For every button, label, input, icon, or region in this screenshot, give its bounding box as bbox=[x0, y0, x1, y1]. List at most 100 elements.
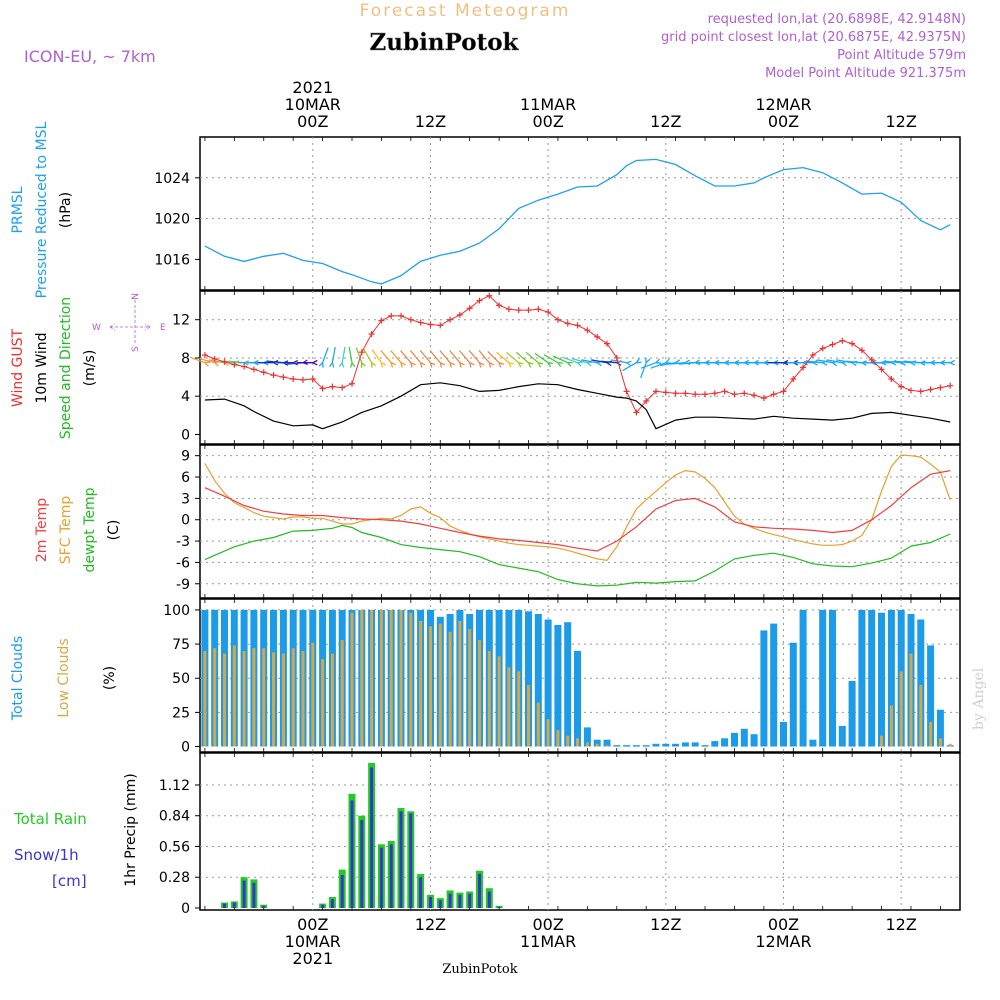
gust-marker bbox=[594, 333, 601, 340]
wind-panel: 0 4 8 12 Wind GUST 10m Wind Speed and Directi… bbox=[10, 290, 961, 445]
total-cloud-bar bbox=[672, 743, 680, 747]
low-cloud-bar bbox=[438, 623, 442, 747]
gust-marker bbox=[201, 352, 208, 359]
total-cloud-bar bbox=[583, 727, 591, 747]
wind-direction-arrow bbox=[338, 346, 346, 368]
panel-label: SFC Temp bbox=[58, 496, 74, 565]
low-cloud-bar bbox=[232, 645, 236, 747]
model-label: ICON-EU, ~ 7km bbox=[24, 47, 156, 66]
snow-bar bbox=[448, 893, 452, 908]
y-tick-label: 0 bbox=[181, 513, 190, 529]
snow-bar bbox=[252, 882, 256, 908]
total-cloud-bar bbox=[838, 726, 846, 747]
compass-south: S bbox=[131, 346, 141, 352]
low-cloud-bar bbox=[360, 609, 364, 747]
wind-10m-line bbox=[204, 382, 951, 430]
gust-marker bbox=[339, 384, 346, 391]
total-cloud-bar bbox=[525, 611, 532, 747]
wind-direction-arrow bbox=[189, 356, 210, 367]
total-cloud-bar bbox=[887, 609, 895, 747]
time-label-bottom: 12MAR bbox=[755, 932, 811, 951]
gust-marker bbox=[937, 384, 944, 391]
snow-bar bbox=[478, 873, 481, 908]
total-cloud-bar bbox=[711, 741, 719, 747]
total-cloud-bar bbox=[574, 650, 581, 747]
temperature-panel: -9 -6 -3 0 3 6 9 2m Temp SFC Temp dewpt Temp (C) bbox=[34, 444, 961, 599]
snow-bar bbox=[370, 767, 374, 908]
requested-point: requested lon,lat (20.6898E, 42.9148N) bbox=[708, 12, 966, 27]
y-tick-label: 0.84 bbox=[159, 809, 190, 825]
gust-marker bbox=[407, 316, 414, 323]
wind-direction-arrow bbox=[400, 350, 416, 368]
gust-marker bbox=[388, 312, 395, 319]
low-cloud-bar bbox=[350, 612, 354, 747]
gust-marker bbox=[702, 391, 709, 398]
gust-marker bbox=[947, 382, 954, 389]
panel-label: Total Clouds bbox=[10, 636, 26, 721]
wind-direction-arrow bbox=[371, 349, 387, 368]
gust-marker bbox=[515, 307, 522, 314]
snow-bar bbox=[429, 897, 432, 908]
wind-direction-arrow bbox=[355, 347, 366, 368]
total-cloud-bar bbox=[936, 709, 944, 747]
gust-marker bbox=[711, 390, 718, 397]
gust-marker bbox=[427, 321, 434, 328]
gust-marker bbox=[623, 388, 630, 395]
total-cloud-bar bbox=[554, 625, 562, 747]
snow-bar bbox=[321, 904, 325, 908]
low-cloud-bar bbox=[948, 743, 952, 747]
total-cloud-bar bbox=[603, 739, 611, 747]
snow-bar bbox=[232, 902, 236, 908]
y-tick-label: 6 bbox=[181, 470, 190, 486]
y-tick-label: -6 bbox=[176, 555, 190, 571]
low-cloud-bar bbox=[330, 653, 334, 747]
snow-bar bbox=[409, 813, 413, 908]
compass-rose: N S W E bbox=[92, 293, 166, 352]
wind-direction-arrow bbox=[552, 355, 573, 368]
gust-marker bbox=[790, 375, 797, 382]
gust-marker bbox=[682, 390, 689, 397]
wind-direction-arrow bbox=[496, 351, 514, 368]
low-cloud-bar bbox=[458, 620, 462, 747]
low-cloud-bar bbox=[272, 652, 275, 747]
snow-bar bbox=[360, 820, 364, 908]
snow-bar bbox=[458, 894, 462, 908]
total-cloud-bar bbox=[760, 630, 768, 747]
time-label-top: 12Z bbox=[415, 112, 446, 131]
gust-marker bbox=[476, 297, 483, 304]
snow-bar bbox=[223, 903, 226, 908]
y-tick-label: -9 bbox=[176, 577, 190, 593]
snow-bar bbox=[438, 900, 442, 908]
gust-marker bbox=[603, 340, 610, 347]
wind-direction-arrow bbox=[348, 346, 356, 368]
total-cloud-bar bbox=[564, 622, 572, 747]
panel-label: (%) bbox=[102, 666, 118, 690]
total-cloud-bar bbox=[809, 739, 817, 747]
total-cloud-bar bbox=[868, 609, 876, 747]
gust-marker bbox=[250, 366, 257, 373]
low-cloud-bar bbox=[281, 653, 285, 747]
precip-panel: 0 0.28 0.56 0.84 1.12 Total Rain Snow/1h [cm] 1… bbox=[13, 752, 961, 917]
low-cloud-bar bbox=[429, 626, 432, 747]
total-cloud-bar bbox=[623, 745, 631, 747]
total-cloud-bar bbox=[691, 742, 699, 747]
snow-bar bbox=[262, 905, 266, 908]
total-cloud-bar bbox=[721, 738, 729, 747]
low-cloud-bar bbox=[919, 685, 923, 747]
y-tick-label: 0.28 bbox=[159, 870, 190, 886]
y-tick-label: 1016 bbox=[154, 252, 190, 268]
wind-direction-arrow bbox=[409, 350, 426, 368]
low-cloud-bar bbox=[517, 671, 521, 747]
wind-direction-arrow bbox=[934, 359, 955, 366]
low-cloud-bar bbox=[576, 738, 579, 747]
wind-direction-arrow bbox=[468, 350, 485, 368]
gust-marker bbox=[868, 356, 875, 363]
snow-bars bbox=[223, 767, 501, 908]
gust-marker bbox=[653, 388, 659, 395]
low-cloud-bar bbox=[507, 667, 511, 747]
grid-point: grid point closest lon,lat (20.6875E, 42… bbox=[661, 30, 966, 45]
low-cloud-bar bbox=[889, 705, 893, 747]
low-cloud-bar bbox=[527, 685, 530, 747]
gust-marker bbox=[751, 392, 758, 399]
